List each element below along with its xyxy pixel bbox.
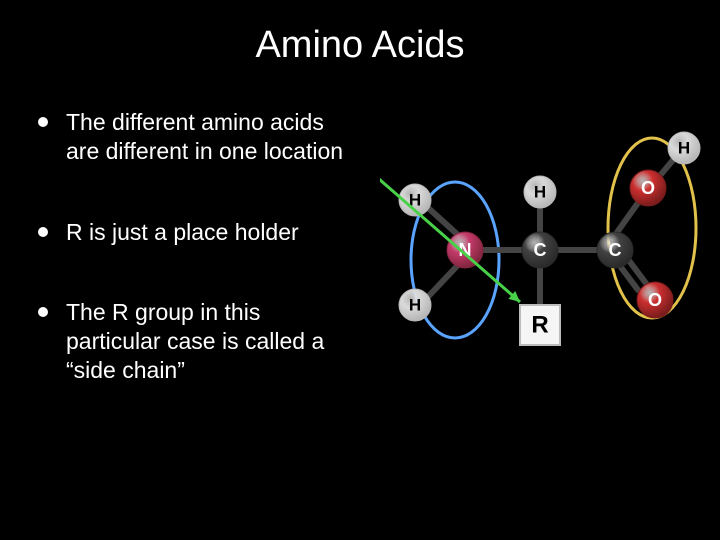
svg-text:R: R [531, 312, 548, 339]
svg-text:O: O [648, 290, 662, 310]
list-item: R is just a place holder [38, 218, 348, 247]
bullet-text: The R group in this particular case is c… [66, 298, 348, 384]
bullet-text: The different amino acids are different … [66, 108, 348, 166]
svg-text:O: O [641, 178, 655, 198]
svg-text:H: H [534, 183, 546, 202]
bullet-list: The different amino acids are different … [38, 108, 348, 437]
bullet-icon [38, 117, 48, 127]
bullet-icon [38, 307, 48, 317]
svg-text:H: H [409, 296, 421, 315]
list-item: The R group in this particular case is c… [38, 298, 348, 384]
svg-text:C: C [609, 240, 622, 260]
slide-title: Amino Acids [0, 24, 720, 67]
svg-text:C: C [534, 240, 547, 260]
bullet-icon [38, 227, 48, 237]
list-item: The different amino acids are different … [38, 108, 348, 166]
molecule-diagram: RHHNHCCOHO [380, 100, 710, 400]
svg-text:H: H [678, 139, 690, 158]
bullet-text: R is just a place holder [66, 218, 299, 247]
